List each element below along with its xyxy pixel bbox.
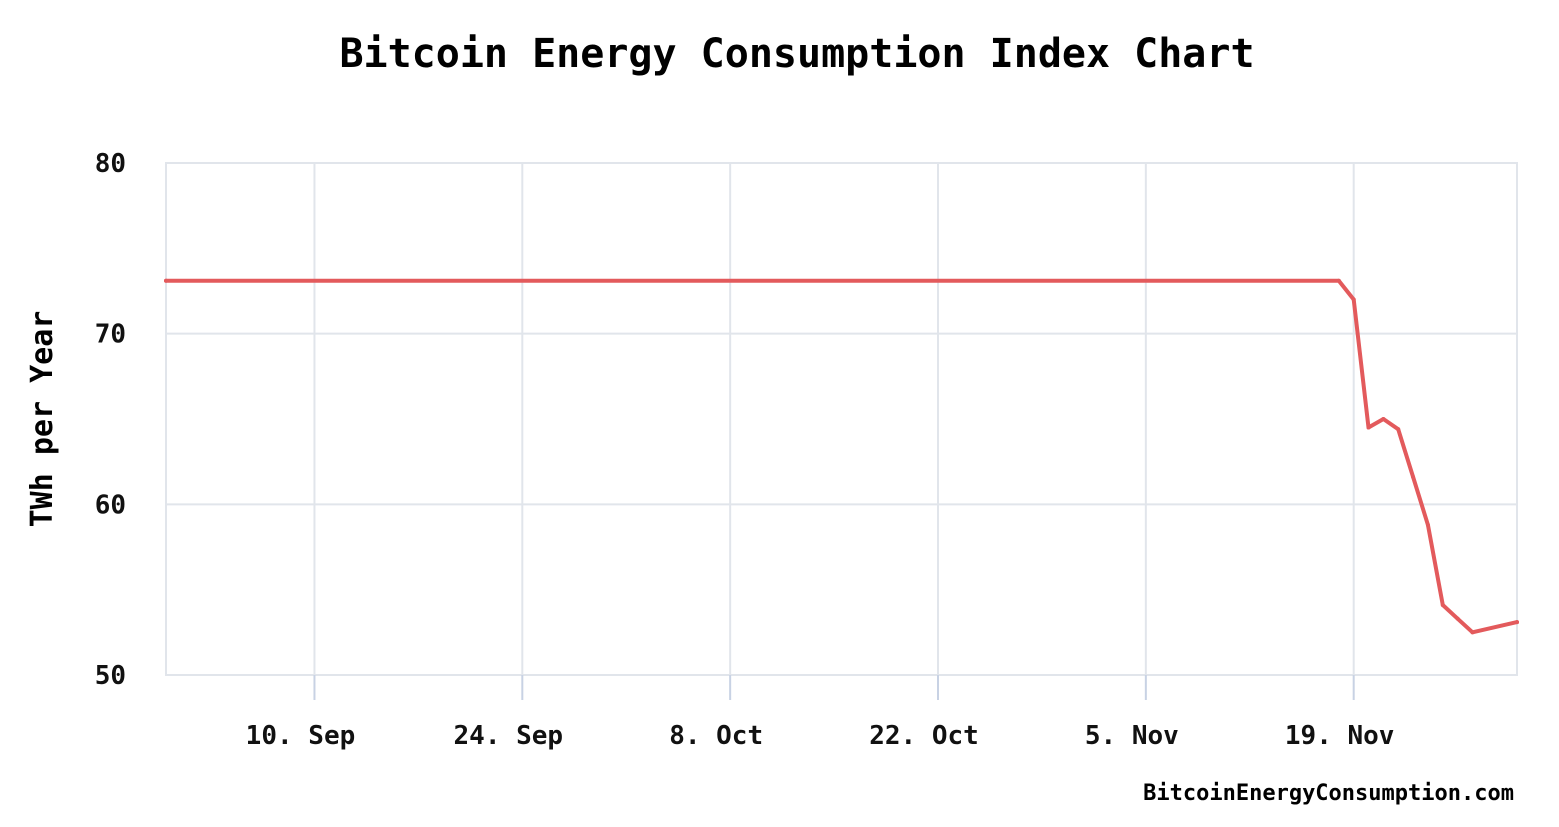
data-point	[164, 278, 168, 283]
y-axis-title: TWh per Year	[25, 311, 60, 528]
y-axis: 50 60 70 80	[95, 149, 126, 691]
data-point	[1351, 297, 1356, 302]
x-tick-label: 8. Oct	[669, 721, 763, 751]
site-credit: BitcoinEnergyConsumption.com	[1143, 781, 1514, 806]
y-tick-label: 80	[95, 149, 126, 179]
x-axis: 10. Sep 24. Sep 8. Oct 22. Oct 5. Nov 19. Nov	[246, 675, 1395, 751]
data-point	[1381, 417, 1386, 421]
plot-area	[165, 162, 1518, 676]
x-tick-label: 5. Nov	[1085, 721, 1179, 751]
grid	[166, 162, 1517, 676]
data-point	[1425, 522, 1430, 527]
x-tick-label: 22. Oct	[869, 721, 979, 751]
x-tick-label: 24. Sep	[454, 721, 564, 751]
x-tick-label: 19. Nov	[1285, 721, 1395, 751]
data-point	[1440, 603, 1445, 608]
data-point	[1515, 620, 1519, 625]
series	[164, 278, 1519, 635]
y-tick-label: 50	[95, 661, 126, 691]
data-point	[1336, 278, 1341, 283]
data-point	[1470, 630, 1475, 635]
data-point	[1366, 425, 1371, 430]
chart-title: Bitcoin Energy Consumption Index Chart	[339, 31, 1254, 77]
y-tick-label: 60	[95, 490, 126, 520]
data-point	[1411, 475, 1416, 480]
data-point	[1455, 616, 1460, 621]
series-line	[164, 278, 1519, 635]
data-point	[1396, 427, 1401, 432]
y-tick-label: 70	[95, 320, 126, 350]
x-tick-label: 10. Sep	[246, 721, 356, 751]
